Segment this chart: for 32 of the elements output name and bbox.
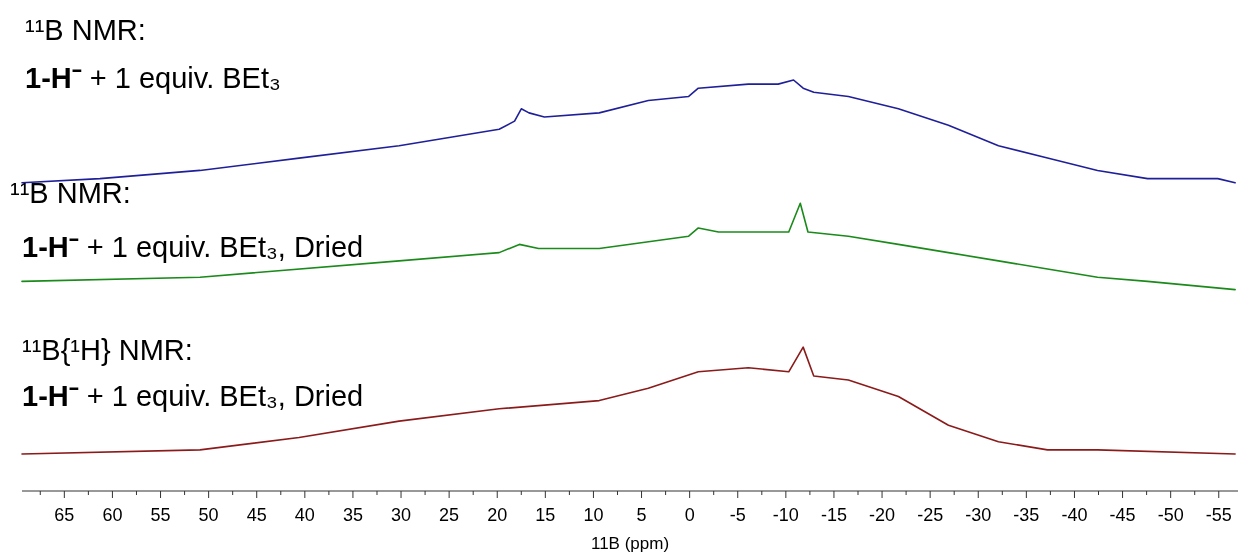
x-tick-label: 45 (246, 505, 267, 525)
x-tick-label: 30 (391, 505, 412, 525)
x-tick-label: 60 (102, 505, 123, 525)
x-tick-label: 65 (54, 505, 75, 525)
x-tick-label: 0 (684, 505, 695, 525)
x-tick-label: 55 (150, 505, 171, 525)
x-tick-label: 40 (294, 505, 315, 525)
x-tick-label: 25 (439, 505, 460, 525)
x-tick-label: -25 (917, 505, 944, 525)
x-tick-label: -50 (1157, 505, 1184, 525)
text: ¹¹B NMR: (25, 14, 146, 46)
x-tick-label: -40 (1061, 505, 1088, 525)
x-tick-label: -30 (965, 505, 992, 525)
x-tick-label: 35 (342, 505, 363, 525)
annotation: 1-H⁻ + 1 equiv. BEt₃, Dried (22, 380, 364, 412)
x-tick-label: -20 (869, 505, 896, 525)
annotation: 1-H⁻ + 1 equiv. BEt₃ (25, 62, 281, 94)
x-tick-label: -45 (1109, 505, 1136, 525)
x-tick-label: -15 (820, 505, 847, 525)
annotation: ¹¹B NMR: (10, 177, 131, 209)
x-tick-label: -55 (1205, 505, 1232, 525)
x-tick-label: -5 (729, 505, 746, 525)
x-tick-label: -10 (772, 505, 799, 525)
x-tick-label: 5 (636, 505, 647, 525)
x-tick-label: 50 (198, 505, 219, 525)
x-tick-label: 15 (535, 505, 556, 525)
x-axis-title: 11B (ppm) (590, 534, 670, 553)
x-tick-label: 10 (583, 505, 604, 525)
x-tick-label: -35 (1013, 505, 1040, 525)
annotation: 1-H⁻ + 1 equiv. BEt₃, Dried (22, 231, 364, 263)
annotation: ¹¹B{¹H} NMR: (22, 334, 193, 366)
x-tick-label: 20 (487, 505, 508, 525)
